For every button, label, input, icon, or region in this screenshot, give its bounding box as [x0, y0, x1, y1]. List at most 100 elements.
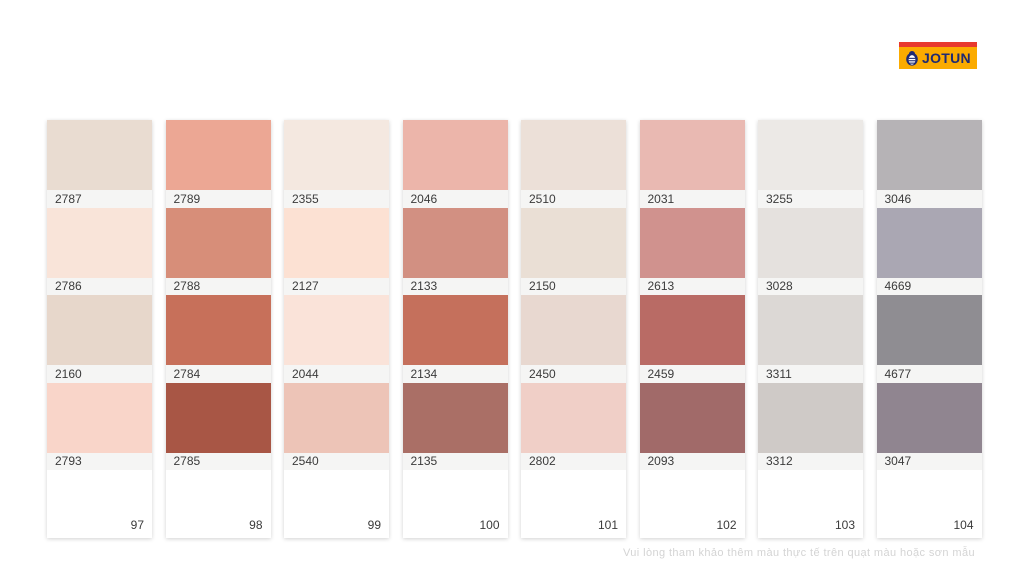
- color-card: 3046 4669 4677 3047 104: [876, 120, 982, 538]
- color-swatch: [639, 382, 745, 453]
- color-code-label: 2789: [173, 191, 201, 206]
- color-swatch: [758, 295, 863, 365]
- color-swatch: [758, 120, 863, 190]
- color-swatch: [402, 120, 508, 190]
- card-footer: 101: [521, 470, 626, 538]
- color-code-strip: 2788: [165, 277, 271, 295]
- color-code-label: 3047: [884, 454, 912, 469]
- penguin-icon: [905, 50, 919, 66]
- color-code-label: 3311: [766, 366, 792, 381]
- color-swatch: [521, 382, 626, 453]
- color-swatch: [876, 295, 982, 365]
- color-swatch: [47, 382, 152, 453]
- color-swatch: [521, 120, 626, 190]
- card-page-number: 100: [479, 518, 500, 532]
- card-footer: 104: [877, 470, 982, 538]
- color-code-label: 2802: [529, 454, 556, 469]
- color-swatch: [284, 120, 389, 190]
- card-page-number: 101: [597, 518, 618, 532]
- color-code-label: 2160: [55, 366, 82, 381]
- color-card: 2510 2150 2450 2802 101: [521, 120, 626, 538]
- color-card: 2787 2786 2160 2793 97: [47, 120, 152, 538]
- color-code-label: 2135: [410, 454, 438, 469]
- card-footer: 97: [47, 470, 152, 538]
- color-card: 2046 2133 2134 2135 100: [402, 120, 508, 538]
- color-code-label: 3255: [766, 191, 793, 206]
- color-code-strip: 2031: [639, 190, 745, 208]
- color-swatch: [402, 207, 508, 278]
- color-code-strip: 2093: [639, 452, 745, 470]
- color-code-strip: 2044: [284, 365, 389, 383]
- color-swatch: [284, 382, 389, 453]
- color-code-strip: 4669: [876, 277, 982, 295]
- color-card: 2031 2613 2459 2093 102: [639, 120, 745, 538]
- color-card: 2355 2127 2044 2540 99: [284, 120, 389, 538]
- color-swatch: [521, 207, 626, 278]
- color-code-strip: 3047: [876, 452, 982, 470]
- color-swatch: [47, 295, 152, 365]
- color-code-strip: 2784: [165, 365, 271, 383]
- color-code-label: 2127: [292, 279, 319, 294]
- color-code-strip: 2510: [521, 190, 626, 208]
- color-code-label: 2046: [410, 191, 438, 206]
- color-code-label: 2355: [292, 191, 319, 206]
- color-code-strip: 2785: [165, 452, 271, 470]
- color-code-strip: 2786: [47, 277, 152, 295]
- color-swatch: [284, 207, 389, 278]
- card-footer: 99: [284, 470, 389, 538]
- brand-wordmark: JOTUN: [922, 50, 971, 66]
- color-code-label: 3028: [766, 279, 793, 294]
- color-code-label: 2786: [55, 279, 82, 294]
- color-code-strip: 2127: [284, 277, 389, 295]
- color-code-strip: 2135: [402, 452, 508, 470]
- color-code-label: 3312: [766, 454, 793, 469]
- color-code-label: 2510: [529, 191, 556, 206]
- color-code-label: 2793: [55, 454, 82, 469]
- color-card: 3255 3028 3311 3312 103: [758, 120, 863, 538]
- color-code-label: 2134: [410, 366, 438, 381]
- color-swatch: [284, 295, 389, 365]
- card-page-number: 104: [953, 518, 974, 532]
- color-swatch: [402, 382, 508, 453]
- color-code-label: 2133: [410, 279, 438, 294]
- logo-yellow-body: JOTUN: [899, 47, 977, 69]
- color-code-strip: 2355: [284, 190, 389, 208]
- logo-red-stripe: [899, 42, 977, 47]
- color-swatch: [165, 382, 271, 453]
- card-page-number: 102: [716, 518, 737, 532]
- color-code-label: 2450: [529, 366, 556, 381]
- color-code-strip: 3311: [758, 365, 863, 383]
- color-code-strip: 3046: [876, 190, 982, 208]
- color-code-strip: 2793: [47, 452, 152, 470]
- color-code-label: 2093: [647, 454, 675, 469]
- color-code-strip: 2789: [165, 190, 271, 208]
- color-code-strip: 2134: [402, 365, 508, 383]
- color-code-strip: 3028: [758, 277, 863, 295]
- color-code-label: 3046: [884, 191, 912, 206]
- color-code-label: 4669: [884, 279, 912, 294]
- color-swatch: [639, 120, 745, 190]
- color-code-strip: 2540: [284, 452, 389, 470]
- color-swatch: [876, 382, 982, 453]
- color-code-label: 2044: [292, 366, 319, 381]
- color-card: 2789 2788 2784 2785 98: [165, 120, 271, 538]
- color-code-strip: 2613: [639, 277, 745, 295]
- color-swatch: [758, 382, 863, 453]
- color-swatch: [165, 120, 271, 190]
- card-footer: 102: [640, 470, 745, 538]
- color-code-label: 2784: [173, 366, 201, 381]
- jotun-logo: JOTUN: [899, 42, 977, 69]
- color-code-strip: 2150: [521, 277, 626, 295]
- card-footer: 98: [166, 470, 271, 538]
- card-page-number: 99: [367, 518, 381, 532]
- color-swatch: [165, 295, 271, 365]
- color-code-label: 2785: [173, 454, 201, 469]
- color-swatch: [876, 207, 982, 278]
- color-code-label: 4677: [884, 366, 912, 381]
- card-footer: 103: [758, 470, 863, 538]
- color-code-label: 2031: [647, 191, 675, 206]
- color-swatch: [402, 295, 508, 365]
- color-code-label: 2788: [173, 279, 201, 294]
- card-page-number: 98: [249, 518, 263, 532]
- color-swatch: [639, 207, 745, 278]
